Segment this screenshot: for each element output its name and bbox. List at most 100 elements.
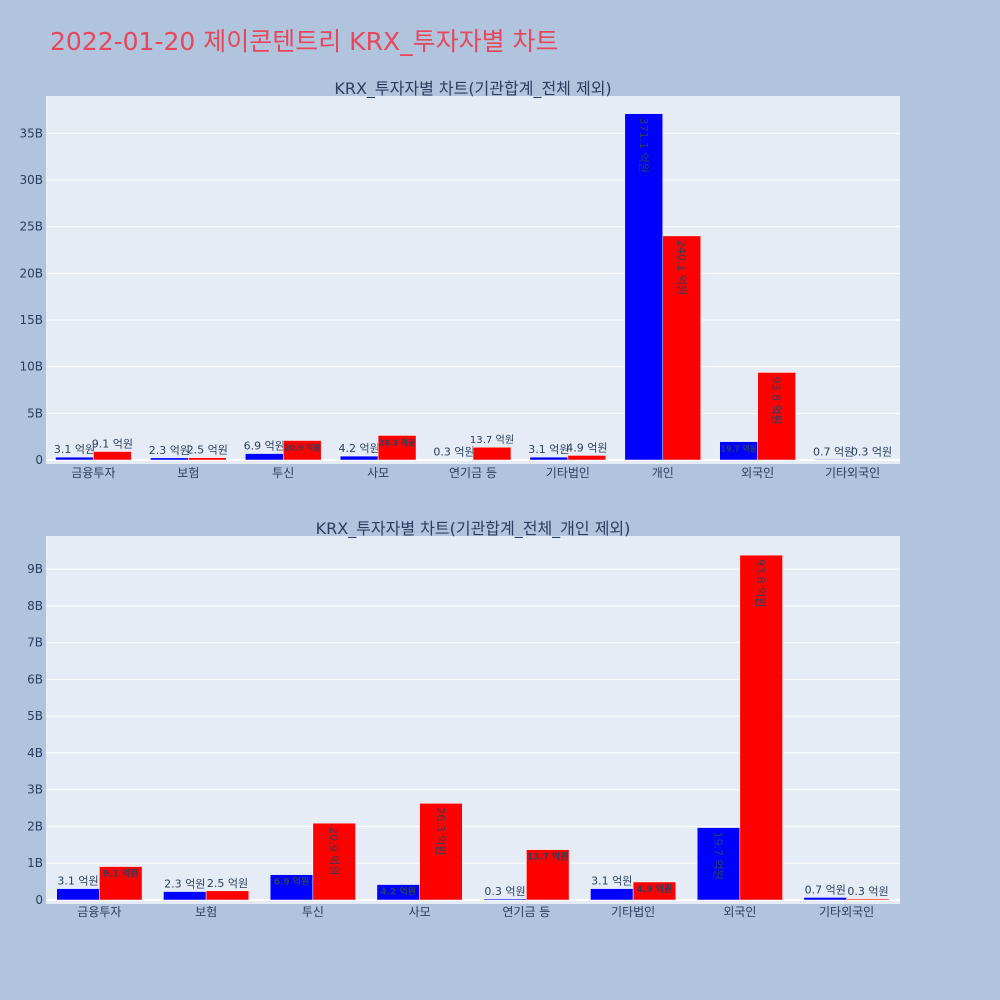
x-tick-label: 외국인 [741, 466, 774, 480]
data-label: 26.3 억원 [379, 437, 415, 447]
bar [377, 435, 417, 461]
y-tick-label: 4B [27, 746, 43, 760]
y-tick-label: 25B [19, 220, 43, 234]
bar [529, 456, 569, 461]
chart-panel-1: 0 5B 10B 15B 20B 25B 30B 35B KRX_투자자별 차트(기관합계_전체… [19, 79, 900, 480]
bar [205, 890, 250, 901]
x-tick-label: 연기금 등 [449, 466, 497, 480]
data-label: 4.9 억원 [566, 441, 607, 454]
bar [245, 453, 284, 461]
data-label: 4.9 억원 [637, 883, 673, 895]
bar [55, 456, 94, 461]
bar [757, 372, 796, 461]
bar [624, 113, 664, 461]
bar [814, 459, 853, 461]
data-label: 3.1 억원 [528, 443, 569, 456]
data-label: 6.9 억원 [244, 440, 285, 453]
bar [99, 866, 143, 901]
x-tick-label: 기타법인 [546, 466, 590, 480]
x-tick-label: 사모 [409, 905, 431, 919]
y-tick-label: 20B [19, 266, 43, 280]
data-label: 20.9 억원 [327, 827, 340, 875]
data-label: 9.1 억원 [103, 868, 139, 880]
x-tick-label: 개인 [652, 466, 674, 480]
data-label: 2.3 억원 [164, 878, 205, 891]
y-tick-label: 7B [27, 636, 43, 650]
data-label: 3.1 억원 [591, 875, 632, 888]
y-tick-label: 8B [27, 599, 43, 613]
data-label: 0.7 억원 [805, 883, 846, 896]
y-tick-label: 3B [27, 783, 43, 797]
data-label: 240.1 억원 [675, 240, 688, 295]
y-tick-label: 30B [19, 173, 43, 187]
bar [696, 827, 741, 901]
x-tick-label: 기타외국인 [819, 905, 874, 919]
x-tick-label: 금융투자 [71, 466, 115, 480]
bar [483, 898, 527, 901]
data-label: 93.8 억원 [754, 559, 767, 607]
bar [846, 898, 890, 901]
bar [590, 888, 634, 901]
chart-title: KRX_투자자별 차트(기관합계_전체 제외) [334, 79, 611, 99]
data-label: 13.7 억원 [527, 851, 568, 863]
bar [526, 849, 570, 901]
x-tick-label: 사모 [367, 466, 389, 480]
bar [56, 888, 100, 901]
data-label: 3.1 억원 [54, 443, 95, 456]
x-tick-label: 기타법인 [611, 905, 655, 919]
y-tick-label: 35B [19, 126, 43, 140]
data-label: 9.1 억원 [92, 438, 133, 451]
bar [739, 554, 783, 901]
page-title: 2022-01-20 제이콘텐트리 KRX_투자자별 차트 [50, 27, 559, 56]
data-label: 0.7 억원 [813, 445, 854, 458]
bar [419, 803, 463, 901]
y-tick-label: 9B [27, 562, 43, 576]
data-label: 0.3 억원 [433, 446, 474, 459]
x-tick-label: 연기금 등 [502, 905, 550, 919]
bar [93, 451, 132, 461]
y-tick-label: 2B [27, 819, 43, 833]
data-label: 371.1 억원 [637, 118, 650, 173]
x-tick-label: 투신 [302, 905, 324, 919]
data-label: 26.3 억원 [434, 807, 447, 855]
bar [662, 235, 701, 461]
bar [803, 897, 847, 901]
x-tick-label: 보험 [195, 905, 217, 919]
bar [852, 459, 891, 461]
bar [282, 440, 322, 461]
data-label: 4.2 억원 [380, 886, 416, 898]
y-tick-label: 5B [27, 406, 43, 420]
data-label: 13.7 억원 [470, 434, 514, 446]
y-tick-label: 1B [27, 856, 43, 870]
y-tick-label: 10B [19, 360, 43, 374]
data-label: 19.7 억원 [721, 444, 757, 454]
chart-title: KRX_투자자별 차트(기관합계_전체_개인 제외) [316, 519, 631, 539]
data-label: 0.3 억원 [847, 885, 888, 898]
x-tick-label: 금융투자 [77, 905, 121, 919]
bar [434, 459, 474, 461]
bar [150, 457, 189, 461]
bar [163, 891, 207, 901]
data-label: 2.5 억원 [187, 444, 228, 457]
y-tick-label: 5B [27, 709, 43, 723]
y-tick-label: 15B [19, 313, 43, 327]
data-label: 2.5 억원 [207, 877, 248, 890]
data-label: 0.3 억원 [484, 885, 525, 898]
x-tick-label: 보험 [177, 466, 199, 480]
data-label: 0.3 억원 [851, 446, 892, 459]
y-tick-label: 0 [35, 453, 43, 467]
data-label: 93.8 억원 [770, 376, 783, 424]
x-tick-label: 기타외국인 [825, 466, 880, 480]
data-label: 6.9 억원 [274, 876, 310, 888]
data-label: 3.1 억원 [57, 875, 98, 888]
y-tick-label: 0 [35, 893, 43, 907]
y-tick-label: 6B [27, 672, 43, 686]
bar [188, 457, 227, 461]
data-label: 20.9 억원 [284, 442, 320, 452]
chart-panel-2: 0 1B 2B 3B 4B 5B 6B 7B 8B 9B KRX_투자자별 차트(기관합계_전체_개… [27, 519, 900, 919]
data-label: 2.3 억원 [149, 444, 190, 457]
data-label: 4.2 억원 [339, 442, 380, 455]
x-tick-label: 외국인 [723, 905, 756, 919]
bar [312, 822, 356, 901]
